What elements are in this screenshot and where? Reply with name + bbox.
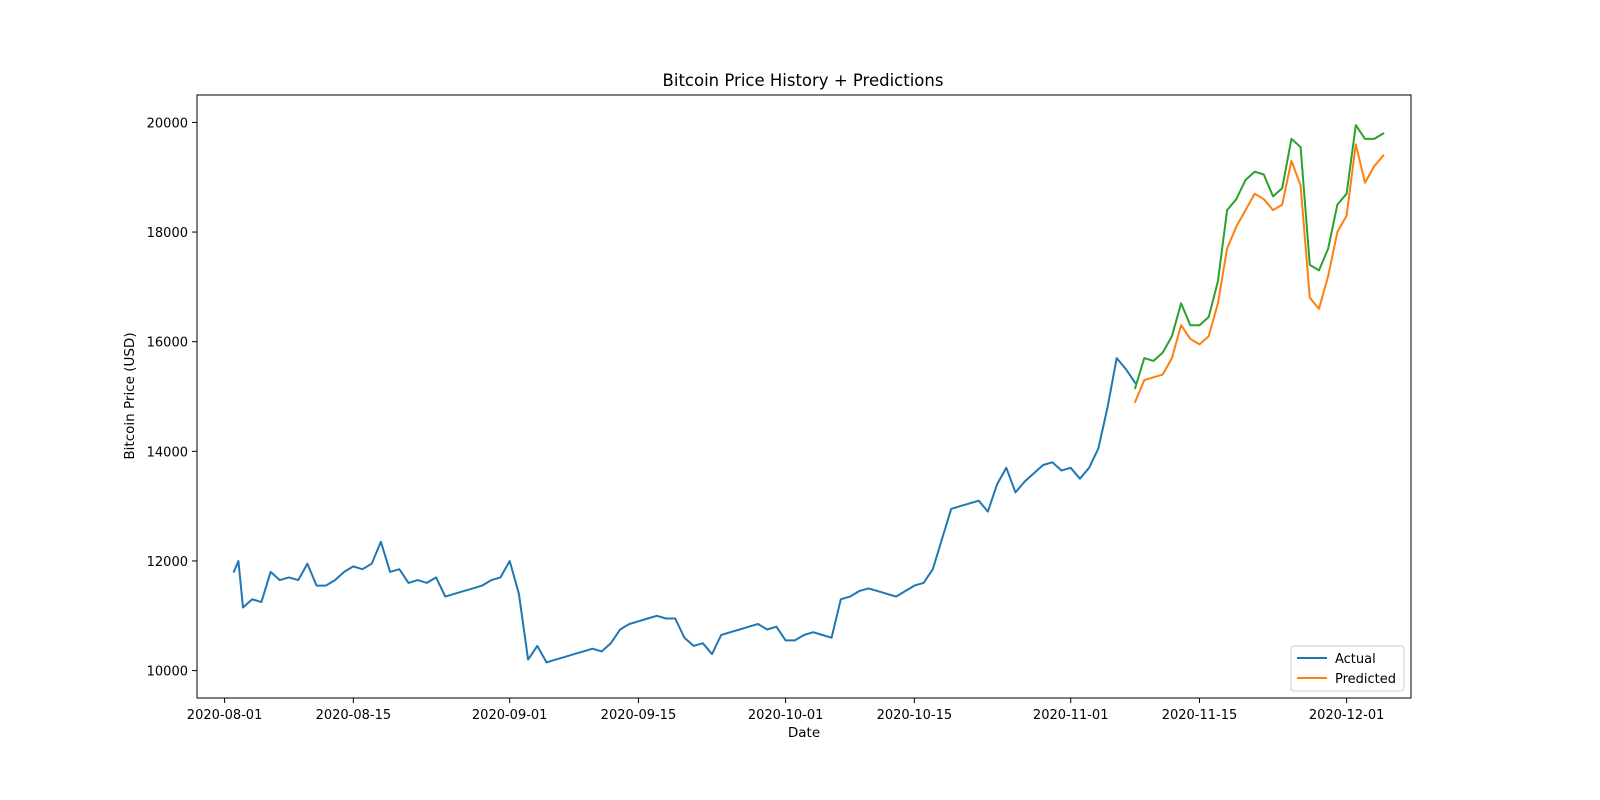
y-tick-label: 20000 — [147, 116, 188, 131]
y-axis: 10000 12000 14000 16000 18000 20000 — [147, 116, 197, 680]
series-line-actual — [232, 357, 1137, 664]
y-tick-label: 14000 — [147, 445, 188, 460]
x-tick-label: 2020-09-15 — [601, 708, 677, 723]
y-tick-label: 18000 — [147, 226, 188, 241]
legend-label-actual: Actual — [1335, 652, 1376, 667]
y-axis-label: Bitcoin Price (USD) — [122, 332, 138, 459]
y-tick-label: 16000 — [147, 336, 188, 351]
x-axis-label: Date — [788, 725, 820, 741]
y-tick-label: 10000 — [147, 665, 188, 680]
x-tick-label: 2020-10-01 — [748, 708, 824, 723]
chart-legend: Actual Predicted — [1290, 645, 1405, 692]
series-line-series-3 — [1134, 124, 1385, 390]
x-tick-label: 2020-08-01 — [187, 708, 263, 723]
legend-label-predicted: Predicted — [1335, 672, 1396, 687]
x-tick-label: 2020-09-01 — [472, 708, 548, 723]
plot-area — [196, 94, 1412, 699]
series-line-predicted — [1134, 143, 1385, 403]
x-tick-label: 2020-08-15 — [316, 708, 392, 723]
x-tick-label: 2020-11-01 — [1033, 708, 1109, 723]
chart-title: Bitcoin Price History + Predictions — [663, 71, 944, 90]
series-lines — [232, 124, 1385, 664]
y-tick-label: 12000 — [147, 555, 188, 570]
x-tick-label: 2020-12-01 — [1309, 708, 1385, 723]
x-tick-label: 2020-11-15 — [1162, 708, 1238, 723]
x-tick-label: 2020-10-15 — [877, 708, 953, 723]
x-axis: 2020-08-01 2020-08-15 2020-09-01 2020-09-15… — [187, 698, 1385, 723]
